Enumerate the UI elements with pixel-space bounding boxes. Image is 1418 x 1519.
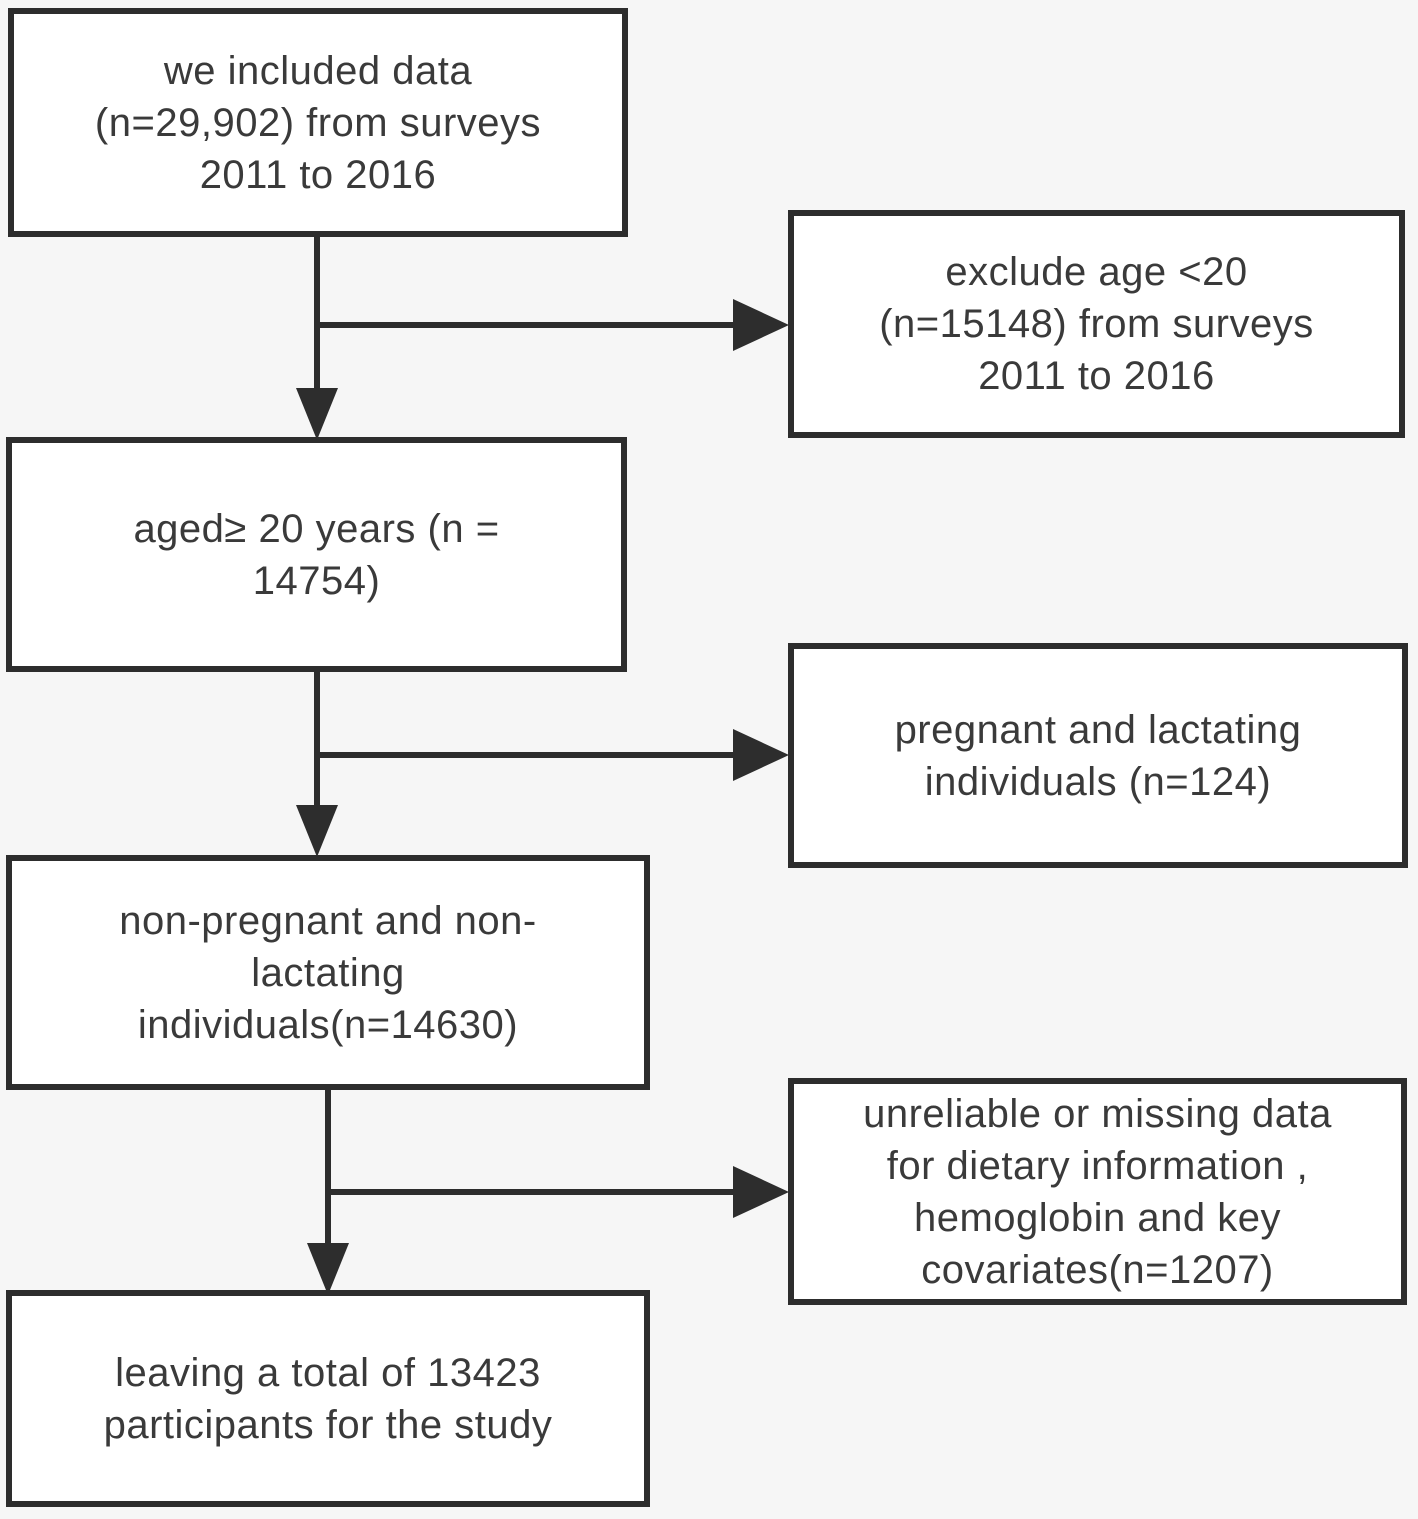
node-final-sample-text: leaving a total of 13423 participants fo… — [103, 1350, 553, 1447]
node-included-data-text: we included data (n=29,902) from surveys… — [94, 48, 542, 197]
arrow-to-exclude-age-head — [733, 299, 789, 351]
node-pregnant-lactating-text: pregnant and lactating individuals (n=12… — [894, 707, 1302, 804]
node-aged-20-years: aged≥ 20 years (n = 14754) — [6, 437, 627, 672]
node-exclude-age-text: exclude age <20 (n=15148) from surveys 2… — [879, 250, 1314, 398]
arrow-aged-to-nonpregnant-line — [314, 672, 320, 807]
node-missing-data-text: unreliable or missing data for dietary i… — [863, 1091, 1332, 1292]
node-exclude-age: exclude age <20 (n=15148) from surveys 2… — [788, 210, 1405, 438]
node-missing-data: unreliable or missing data for dietary i… — [788, 1078, 1407, 1305]
arrow-to-pregnant-line — [317, 752, 735, 758]
node-non-pregnant: non-pregnant and non- lactating individu… — [6, 855, 650, 1090]
arrow-nonpregnant-to-final-line — [325, 1090, 331, 1245]
node-aged-20-years-text: aged≥ 20 years (n = 14754) — [133, 506, 500, 603]
node-final-sample: leaving a total of 13423 participants fo… — [6, 1290, 650, 1507]
arrow-to-missing-line — [328, 1189, 735, 1195]
node-included-data: we included data (n=29,902) from surveys… — [8, 8, 628, 237]
node-non-pregnant-text: non-pregnant and non- lactating individu… — [119, 898, 537, 1047]
node-pregnant-lactating: pregnant and lactating individuals (n=12… — [788, 643, 1408, 868]
arrow-to-exclude-age-line — [317, 322, 735, 328]
arrow-nonpregnant-to-final-head — [307, 1243, 349, 1295]
arrow-aged-to-nonpregnant-head — [296, 805, 338, 857]
arrow-included-to-aged-line — [314, 237, 320, 395]
arrow-included-to-aged-head — [296, 388, 338, 440]
arrow-to-missing-head — [733, 1166, 789, 1218]
arrow-to-pregnant-head — [733, 729, 789, 781]
